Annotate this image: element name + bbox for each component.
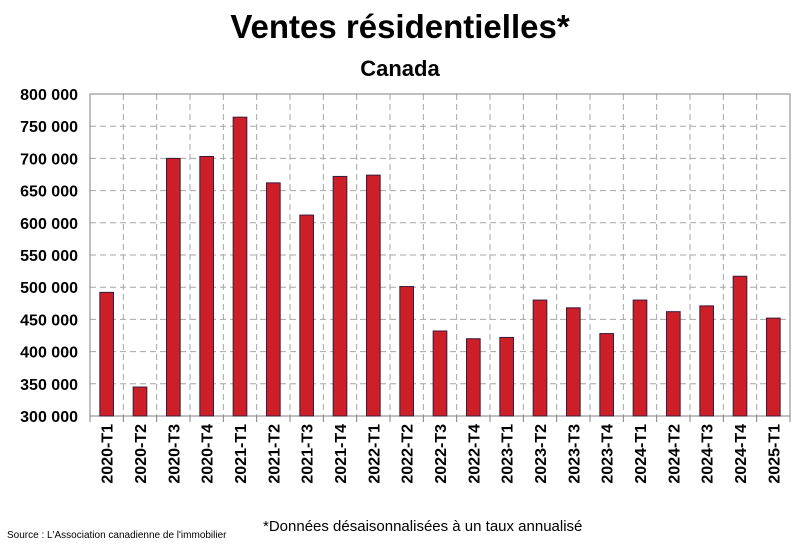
- x-tick-label: 2021-T4: [333, 424, 350, 484]
- x-tick-label: 2021-T3: [300, 424, 317, 484]
- y-tick-label: 550 000: [20, 248, 78, 265]
- x-tick-label: 2020-T3: [166, 424, 183, 484]
- x-tick-label: 2020-T1: [100, 424, 117, 484]
- x-tick-label: 2021-T1: [233, 424, 250, 484]
- bar: [399, 286, 415, 417]
- x-tick-label: 2022-T1: [366, 424, 383, 484]
- bar: [232, 116, 248, 417]
- bar: [332, 175, 348, 417]
- x-tick-label: 2023-T1: [500, 424, 517, 484]
- source-note: Source : L'Association canadienne de l'i…: [7, 530, 227, 541]
- bar: [366, 174, 381, 417]
- x-tick-label: 2023-T3: [566, 424, 583, 484]
- y-tick-label: 500 000: [20, 280, 78, 297]
- y-tick-label: 700 000: [20, 151, 78, 168]
- x-tick-label: 2023-T4: [600, 424, 617, 484]
- x-tick-label: 2021-T2: [266, 424, 283, 484]
- y-tick-label: 650 000: [20, 184, 78, 201]
- x-tick-label: 2023-T2: [533, 424, 550, 484]
- bar: [666, 311, 681, 417]
- x-tick-label: 2020-T4: [200, 424, 217, 484]
- bar: [499, 336, 515, 417]
- bar: [266, 182, 281, 417]
- x-tick-label: 2024-T1: [633, 424, 650, 484]
- bar: [599, 333, 614, 417]
- y-tick-label: 600 000: [20, 216, 78, 233]
- chart-subtitle: Canada: [360, 56, 440, 81]
- y-tick-label: 350 000: [20, 377, 78, 394]
- y-tick-label: 750 000: [20, 119, 78, 136]
- bar: [132, 386, 148, 417]
- bar: [432, 330, 448, 417]
- bar: [299, 214, 315, 417]
- y-tick-label: 300 000: [20, 409, 78, 426]
- bar: [466, 338, 481, 417]
- bar: [199, 155, 214, 417]
- bar: [166, 157, 181, 417]
- footnote: *Données désaisonnalisées à un taux annu…: [263, 518, 583, 535]
- chart-title: Ventes résidentielles*: [230, 8, 570, 45]
- bar: [532, 299, 548, 417]
- y-tick-label: 450 000: [20, 312, 78, 329]
- x-tick-label: 2020-T2: [133, 424, 150, 484]
- bar: [699, 305, 714, 417]
- y-tick-label: 800 000: [20, 87, 78, 104]
- x-tick-label: 2024-T3: [700, 424, 717, 484]
- bar: [632, 299, 648, 417]
- bar: [566, 307, 581, 417]
- bar: [766, 317, 781, 417]
- y-tick-label: 400 000: [20, 345, 78, 362]
- x-tick-label: 2024-T4: [733, 424, 750, 484]
- bar: [732, 275, 748, 417]
- bar: [99, 291, 115, 417]
- x-tick-label: 2025-T1: [766, 424, 783, 484]
- x-tick-label: 2022-T4: [466, 424, 483, 484]
- x-tick-label: 2022-T2: [400, 424, 417, 484]
- x-tick-label: 2024-T2: [666, 424, 683, 484]
- x-tick-label: 2022-T3: [433, 424, 450, 484]
